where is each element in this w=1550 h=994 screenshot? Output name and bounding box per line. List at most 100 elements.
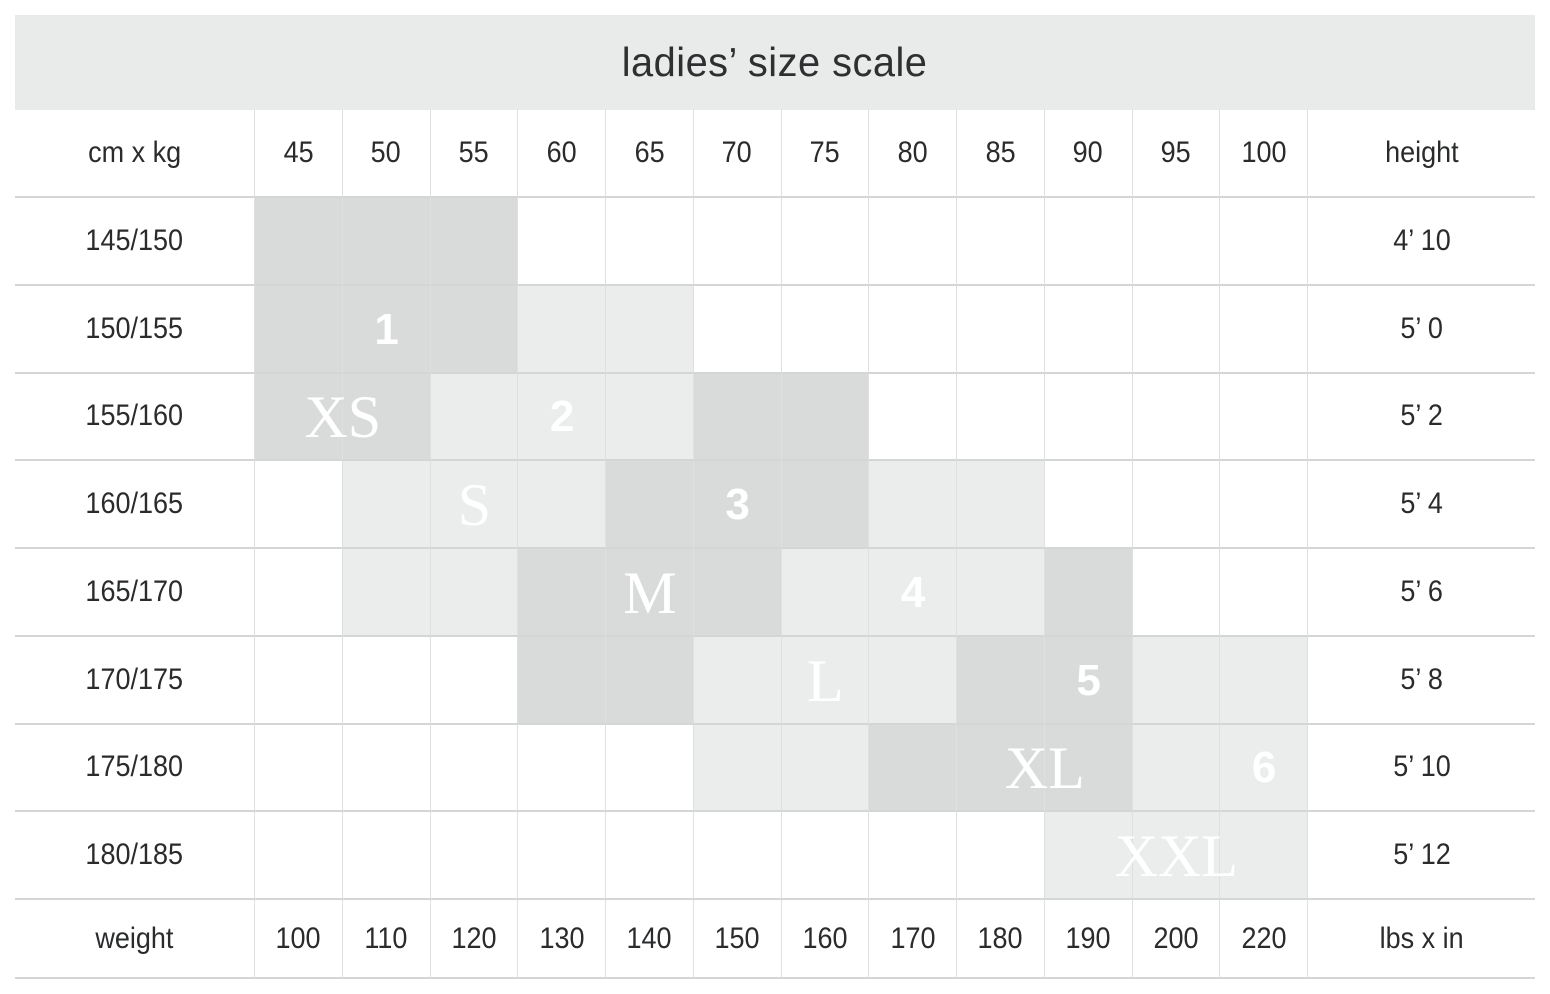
- size-cell: [255, 198, 343, 286]
- size-cell: [255, 461, 343, 549]
- size-cell: [957, 373, 1045, 462]
- col-header-kg-75: 75: [781, 110, 870, 198]
- col-header-kg-55: 55: [430, 110, 519, 198]
- page-title: ladies’ size scale: [622, 39, 928, 85]
- row-label-cm-145-150: 145/150: [15, 198, 255, 286]
- size-cell: [606, 636, 694, 725]
- col-header-kg-65: 65: [606, 110, 694, 198]
- size-cell: [1220, 812, 1308, 900]
- size-cell: [430, 549, 519, 637]
- size-cell: [606, 461, 694, 549]
- size-cell: [693, 373, 782, 462]
- size-cell: [255, 636, 343, 725]
- height-value: 5’ 0: [1308, 285, 1535, 374]
- size-cell: [1220, 636, 1308, 725]
- size-cell: [957, 198, 1045, 286]
- row-label-cm-165-170: 165/170: [15, 549, 255, 637]
- title-bar: ladies’ size scale: [15, 15, 1535, 110]
- weight-value-lbs-200: 200: [1132, 900, 1221, 979]
- size-cell: [1044, 198, 1133, 286]
- size-cell: [430, 461, 519, 549]
- col-header-kg-50: 50: [342, 110, 431, 198]
- weight-value-lbs-100: 100: [255, 900, 343, 979]
- height-value: 5’ 10: [1308, 724, 1535, 813]
- size-cell: [781, 461, 870, 549]
- corner-label-weight: weight: [15, 900, 255, 979]
- row-label-cm-160-165: 160/165: [15, 461, 255, 549]
- size-cell: [869, 285, 957, 374]
- height-value: 5’ 2: [1308, 373, 1535, 462]
- size-cell: [342, 461, 431, 549]
- size-cell: [606, 549, 694, 637]
- size-cell: [342, 812, 431, 900]
- row-label-cm-170-175: 170/175: [15, 636, 255, 725]
- size-cell: [518, 636, 606, 725]
- col-header-kg-70: 70: [693, 110, 782, 198]
- size-cell: [869, 373, 957, 462]
- size-cell: [781, 198, 870, 286]
- size-cell: [957, 285, 1045, 374]
- size-cell: [869, 461, 957, 549]
- weight-value-lbs-170: 170: [869, 900, 957, 979]
- weight-value-lbs-140: 140: [606, 900, 694, 979]
- size-cell: [869, 812, 957, 900]
- size-cell: [255, 373, 343, 462]
- corner-label-cm-x-kg: cm x kg: [15, 110, 255, 198]
- size-cell: [1220, 198, 1308, 286]
- size-cell: [957, 724, 1045, 813]
- row-label-cm-175-180: 175/180: [15, 724, 255, 813]
- size-cell: [781, 812, 870, 900]
- size-cell: [781, 285, 870, 374]
- size-cell: [606, 724, 694, 813]
- col-header-kg-95: 95: [1132, 110, 1221, 198]
- size-cell: [693, 812, 782, 900]
- height-value: 5’ 8: [1308, 636, 1535, 725]
- size-cell: [518, 198, 606, 286]
- size-cell: [1044, 636, 1133, 725]
- size-table: cm x kg height weight lbs x in 45 50 55 60 6…: [15, 110, 1535, 979]
- size-cell: [342, 549, 431, 637]
- size-cell: [518, 461, 606, 549]
- size-cell: [1044, 373, 1133, 462]
- weight-value-lbs-150: 150: [693, 900, 782, 979]
- size-cell: [1132, 636, 1221, 725]
- weight-value-lbs-180: 180: [957, 900, 1045, 979]
- size-cell: [1132, 724, 1221, 813]
- size-cell: [255, 285, 343, 374]
- size-cell: [1044, 285, 1133, 374]
- size-cell: [342, 373, 431, 462]
- col-header-kg-60: 60: [518, 110, 606, 198]
- col-header-kg-80: 80: [869, 110, 957, 198]
- size-cell: [957, 461, 1045, 549]
- height-value: 5’ 4: [1308, 461, 1535, 549]
- col-header-kg-45: 45: [255, 110, 343, 198]
- size-cell: [693, 198, 782, 286]
- size-cell: [1220, 724, 1308, 813]
- size-cell: [957, 636, 1045, 725]
- size-cell: [518, 724, 606, 813]
- size-cell: [1220, 461, 1308, 549]
- size-cell: [1220, 549, 1308, 637]
- size-cell: [518, 812, 606, 900]
- row-label-cm-155-160: 155/160: [15, 373, 255, 462]
- size-cell: [606, 198, 694, 286]
- size-cell: [693, 549, 782, 637]
- size-cell: [430, 636, 519, 725]
- col-header-kg-85: 85: [957, 110, 1045, 198]
- size-cell: [255, 812, 343, 900]
- weight-value-lbs-220: 220: [1220, 900, 1308, 979]
- size-cell: [1132, 285, 1221, 374]
- size-cell: [869, 636, 957, 725]
- size-cell: [606, 812, 694, 900]
- size-cell: [957, 812, 1045, 900]
- size-cell: [781, 373, 870, 462]
- size-cell: [518, 373, 606, 462]
- row-label-cm-150-155: 150/155: [15, 285, 255, 374]
- size-cell: [1132, 461, 1221, 549]
- size-cell: [1044, 812, 1133, 900]
- size-cell: [1044, 724, 1133, 813]
- size-cell: [957, 549, 1045, 637]
- size-cell: [430, 724, 519, 813]
- size-cell: [1132, 812, 1221, 900]
- height-value: 5’ 6: [1308, 549, 1535, 637]
